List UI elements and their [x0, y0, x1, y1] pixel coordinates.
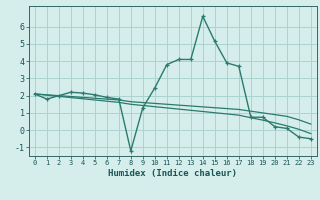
X-axis label: Humidex (Indice chaleur): Humidex (Indice chaleur)	[108, 169, 237, 178]
